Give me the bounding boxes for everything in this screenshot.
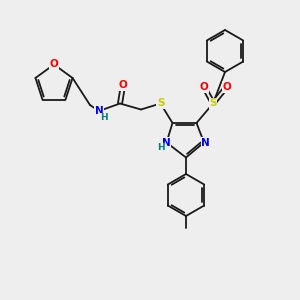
Text: N: N: [94, 106, 103, 116]
Text: H: H: [157, 143, 164, 152]
Text: N: N: [201, 137, 210, 148]
Text: N: N: [162, 137, 171, 148]
Text: O: O: [200, 82, 208, 92]
Text: S: S: [209, 98, 217, 109]
Text: S: S: [157, 98, 164, 109]
Text: O: O: [222, 82, 231, 92]
Text: H: H: [100, 113, 108, 122]
Text: O: O: [118, 80, 127, 91]
Text: O: O: [50, 59, 58, 70]
